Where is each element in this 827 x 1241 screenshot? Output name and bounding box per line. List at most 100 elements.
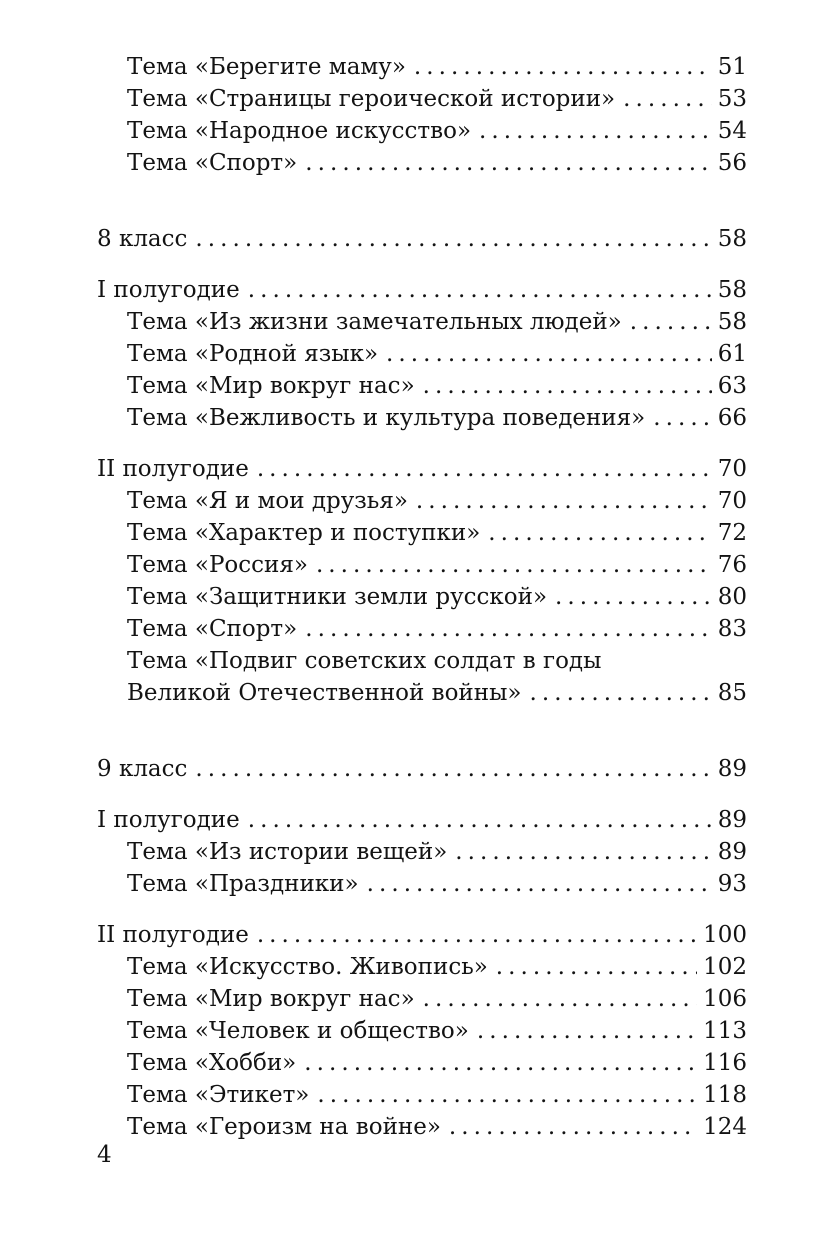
page-footer-number: 4 <box>97 1142 112 1168</box>
toc-entry-title: Тема «Мир вокруг нас» <box>127 986 415 1012</box>
dot-leader: ........................................… <box>304 1050 697 1076</box>
toc-entry-topic: Тема «Спорт»............................… <box>97 613 747 645</box>
toc-entry-topic: Тема «Из истории вещей».................… <box>97 836 747 868</box>
toc-entry-page: 58 <box>717 226 747 252</box>
toc-entry-title: Тема «Вежливость и культура поведения» <box>127 405 646 431</box>
toc-entry-page: 113 <box>703 1018 747 1044</box>
dot-leader: ........................................… <box>448 1114 697 1140</box>
toc-entry-page: 116 <box>703 1050 747 1076</box>
toc-entry-page: 89 <box>717 807 747 833</box>
dot-leader: ........................................… <box>422 373 712 399</box>
toc-entry-page: 89 <box>717 756 747 782</box>
toc-entry-title: I полугодие <box>97 277 240 303</box>
toc-entry-title: 8 класс <box>97 226 188 252</box>
toc-entry-title: Тема «Народное искусство» <box>127 118 472 144</box>
toc-entry-topic: Тема «Вежливость и культура поведения»..… <box>97 402 747 434</box>
toc-entry-page: 106 <box>703 986 747 1012</box>
toc-entry-title: Тема «Я и мои друзья» <box>127 488 408 514</box>
dot-leader: ........................................… <box>653 405 712 431</box>
toc-entry-title: Тема «Спорт» <box>127 150 298 176</box>
toc-entry-topic: Тема «Родной язык»......................… <box>97 338 747 370</box>
toc-block: I полугодие.............................… <box>97 804 747 900</box>
toc-entry-section: I полугодие.............................… <box>97 274 747 306</box>
dot-leader: ........................................… <box>495 954 697 980</box>
toc-entry-page: 70 <box>717 488 747 514</box>
toc-entry-title: Тема «Россия» <box>127 552 308 578</box>
dot-leader: ........................................… <box>305 616 711 642</box>
toc-entry-topic: Тема «Из жизни замечательных людей».....… <box>97 306 747 338</box>
dot-leader: ........................................… <box>529 680 712 706</box>
dot-leader: ........................................… <box>479 118 712 144</box>
dot-leader: ........................................… <box>256 922 697 948</box>
toc-entry-topic: Тема «Защитники земли русской»..........… <box>97 581 747 613</box>
toc-entry-section: II полугодие............................… <box>97 453 747 485</box>
toc-entry-title: Великой Отечественной войны» <box>127 680 522 706</box>
toc-entry-topic: Тема «Страницы героической истории».....… <box>97 83 747 115</box>
toc-entry-page: 53 <box>717 86 747 112</box>
toc-entry-page: 58 <box>717 277 747 303</box>
dot-leader: ........................................… <box>555 584 712 610</box>
toc-entry-topic: Тема «Искусство. Живопись»..............… <box>97 951 747 983</box>
toc-entry-title: Тема «Подвиг советских солдат в годы <box>127 648 602 674</box>
toc-entry-title: Тема «Героизм на войне» <box>127 1114 441 1140</box>
toc-entry-topic: Тема «Мир вокруг нас»...................… <box>97 983 747 1015</box>
toc-entry-topic: Тема «Человек и общество»...............… <box>97 1015 747 1047</box>
dot-leader: ........................................… <box>623 86 712 112</box>
dot-leader: ........................................… <box>305 150 711 176</box>
toc-entry-title: Тема «Защитники земли русской» <box>127 584 548 610</box>
toc-block: II полугодие............................… <box>97 453 747 709</box>
toc-entry-page: 89 <box>717 839 747 865</box>
toc-entry-page: 93 <box>717 871 747 897</box>
dot-leader: ........................................… <box>413 54 712 80</box>
dot-leader: ........................................… <box>256 456 712 482</box>
toc-entry-page: 100 <box>703 922 747 948</box>
dot-leader: ........................................… <box>366 871 712 897</box>
toc-block: 9 класс.................................… <box>97 753 747 785</box>
toc-entry-page: 58 <box>717 309 747 335</box>
toc-entry-topic: Тема «Хобби»............................… <box>97 1047 747 1079</box>
toc-entry-title: Тема «Искусство. Живопись» <box>127 954 488 980</box>
toc-entry-topic: Тема «Мир вокруг нас»...................… <box>97 370 747 402</box>
toc-entry-title: Тема «Характер и поступки» <box>127 520 481 546</box>
toc-block: Тема «Берегите маму»....................… <box>97 51 747 179</box>
dot-leader: ........................................… <box>422 986 697 1012</box>
toc-entry-title: Тема «Человек и общество» <box>127 1018 469 1044</box>
toc-entry-topic: Тема «Героизм на войне».................… <box>97 1111 747 1143</box>
toc-entry-topic: Тема «Подвиг советских солдат в годы <box>97 645 747 677</box>
dot-leader: ........................................… <box>247 277 712 303</box>
toc-entry-title: Тема «Страницы героической истории» <box>127 86 616 112</box>
toc-entry-title: Тема «Берегите маму» <box>127 54 406 80</box>
toc-entry-title: Тема «Праздники» <box>127 871 359 897</box>
table-of-contents: Тема «Берегите маму»....................… <box>97 51 747 1143</box>
toc-entry-title: Тема «Из истории вещей» <box>127 839 448 865</box>
toc-entry-title: II полугодие <box>97 922 249 948</box>
toc-entry-topic: Тема «Берегите маму»....................… <box>97 51 747 83</box>
toc-entry-page: 80 <box>717 584 747 610</box>
dot-leader: ........................................… <box>629 309 712 335</box>
toc-block: I полугодие.............................… <box>97 274 747 434</box>
toc-entry-page: 63 <box>717 373 747 399</box>
toc-entry-title: Тема «Из жизни замечательных людей» <box>127 309 622 335</box>
toc-entry-page: 56 <box>717 150 747 176</box>
toc-entry-topic: Тема «Характер и поступки»..............… <box>97 517 747 549</box>
toc-entry-section: 9 класс.................................… <box>97 753 747 785</box>
toc-entry-page: 76 <box>717 552 747 578</box>
toc-entry-page: 72 <box>717 520 747 546</box>
toc-entry-title: Тема «Родной язык» <box>127 341 379 367</box>
toc-entry-section: II полугодие............................… <box>97 919 747 951</box>
toc-entry-section: 8 класс.................................… <box>97 223 747 255</box>
toc-entry-title: II полугодие <box>97 456 249 482</box>
dot-leader: ........................................… <box>386 341 712 367</box>
toc-entry-page: 118 <box>703 1082 747 1108</box>
toc-blocks: Тема «Берегите маму»....................… <box>97 51 747 1143</box>
toc-block: II полугодие............................… <box>97 919 747 1143</box>
dot-leader: ........................................… <box>455 839 711 865</box>
toc-entry-topic: Тема «Народное искусство»...............… <box>97 115 747 147</box>
toc-entry-section: I полугодие.............................… <box>97 804 747 836</box>
toc-entry-title: Тема «Спорт» <box>127 616 298 642</box>
toc-entry-topic: Великой Отечественной войны»............… <box>97 677 747 709</box>
toc-entry-page: 61 <box>717 341 747 367</box>
toc-entry-title: I полугодие <box>97 807 240 833</box>
toc-entry-topic: Тема «Россия»...........................… <box>97 549 747 581</box>
